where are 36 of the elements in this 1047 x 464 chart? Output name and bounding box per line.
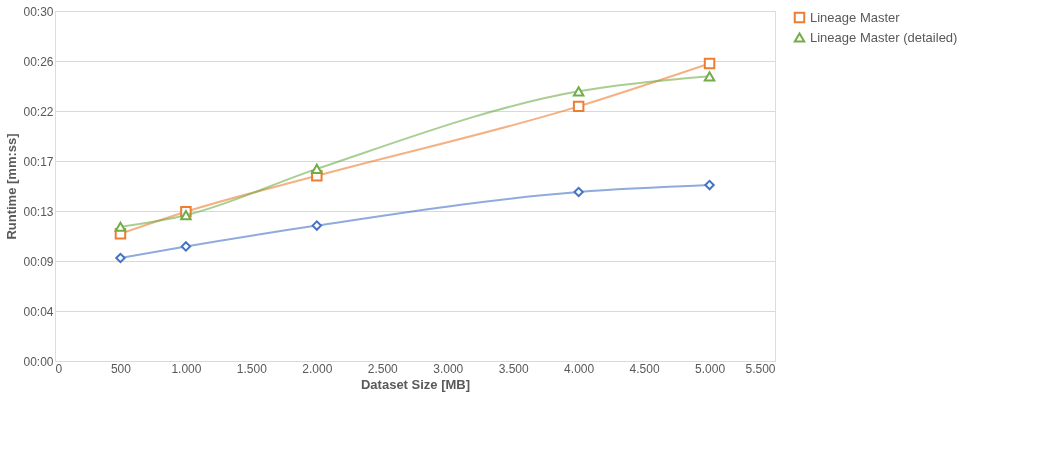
legend-label: Lineage Master xyxy=(810,9,901,25)
x-tick-label: 3.500 xyxy=(498,361,530,376)
point xyxy=(311,163,323,174)
point xyxy=(572,100,585,113)
y-tick-label: 00:13 xyxy=(23,204,54,219)
point xyxy=(180,241,192,252)
x-tick-label: 1.000 xyxy=(171,361,202,376)
x-tick-label: 1.500 xyxy=(236,361,268,376)
y-tick-label: 00:00 xyxy=(23,354,54,369)
point xyxy=(703,57,716,70)
point xyxy=(311,220,322,231)
y-axis-title: Runtime [mm:ss] xyxy=(4,133,20,240)
x-tick-label: 5.000 xyxy=(695,361,726,376)
y-tick-label: 00:22 xyxy=(23,104,54,119)
x-tick-label: 0 xyxy=(55,361,63,376)
y-tick-label: 00:04 xyxy=(23,304,54,319)
y-tick-label: 00:17 xyxy=(23,154,54,169)
legend-label: Lineage Master (detailed) xyxy=(810,29,958,45)
point xyxy=(703,71,716,82)
point xyxy=(573,186,584,198)
x-tick-label: 4.500 xyxy=(629,361,660,376)
x-tick-label: 500 xyxy=(110,361,132,376)
point xyxy=(704,179,715,191)
x-tick-label: 2.000 xyxy=(302,361,333,376)
x-tick-label: 5.500 xyxy=(745,361,776,376)
point xyxy=(114,221,127,232)
x-tick-label: 3.000 xyxy=(433,361,464,376)
point xyxy=(572,86,585,97)
x-tick-label: 2.500 xyxy=(367,361,399,376)
point xyxy=(180,210,192,221)
y-tick-label: 00:30 xyxy=(23,4,54,19)
x-axis-title: Dataset Size [MB] xyxy=(360,376,471,392)
x-tick-label: 4.000 xyxy=(564,361,595,376)
point xyxy=(115,252,126,264)
y-tick-label: 00:09 xyxy=(23,254,54,269)
y-tick-label: 00:26 xyxy=(23,54,54,69)
